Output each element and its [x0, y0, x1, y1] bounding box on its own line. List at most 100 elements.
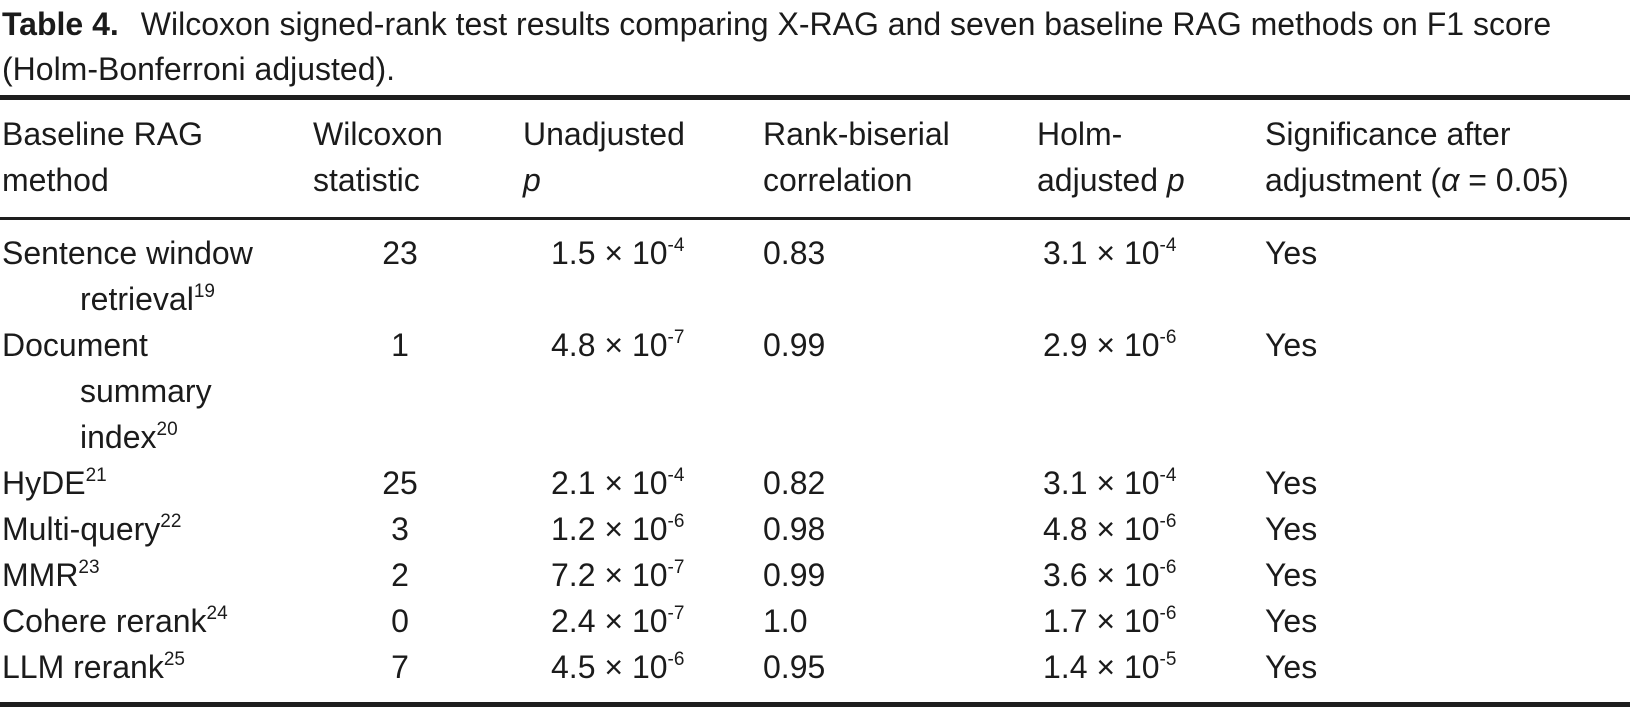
method-name: Sentence window	[2, 235, 253, 271]
header-line: Significance after	[1265, 116, 1511, 152]
exponent-superscript: -6	[1159, 557, 1177, 578]
correlation-cell: 0.83	[763, 235, 826, 271]
p-value: 2.9 × 10	[1043, 327, 1160, 363]
header-line: Rank-biserial	[763, 116, 950, 152]
correlation-cell: 0.99	[763, 327, 826, 363]
caption-text: Wilcoxon signed-rank test results compar…	[140, 6, 1552, 42]
header-line: statistic	[313, 162, 420, 198]
unadjusted-p-cell: 1.5 × 10-4	[523, 219, 763, 323]
unadjusted-p-cell: 4.5 × 10-6	[523, 644, 763, 705]
holm-p-cell: 2.9 × 10-6	[1037, 322, 1265, 460]
column-header-baseline-method: Baseline RAG method	[0, 97, 313, 220]
table-row: MMR23 2 7.2 × 10-7 0.99 3.6 × 10-6 Yes	[0, 552, 1630, 598]
method-name-line: HyDE21	[2, 460, 313, 506]
header-line: Holm-	[1037, 116, 1123, 152]
method-cell: LLM rerank25	[0, 644, 313, 705]
statistic-cell: 3	[391, 511, 409, 547]
method-name-line: Multi-query22	[2, 506, 313, 552]
p-value: 1.7 × 10	[1043, 603, 1160, 639]
header-p-symbol: p	[1166, 162, 1185, 198]
method-cell: HyDE21	[0, 460, 313, 506]
method-name-continued: retrieval19	[2, 276, 313, 322]
exponent-superscript: -4	[1159, 235, 1177, 256]
exponent-superscript: -6	[1159, 327, 1177, 348]
exponent-superscript: -6	[1159, 511, 1177, 532]
holm-p-cell: 3.6 × 10-6	[1037, 552, 1265, 598]
table-row: HyDE21 25 2.1 × 10-4 0.82 3.1 × 10-4 Yes	[0, 460, 1630, 506]
correlation-cell: 0.98	[763, 511, 826, 547]
exponent-superscript: -4	[667, 235, 685, 256]
header-line: method	[2, 162, 109, 198]
significance-cell: Yes	[1265, 327, 1318, 363]
statistic-cell: 23	[382, 235, 418, 271]
statistic-cell: 25	[382, 465, 418, 501]
exponent-superscript: -5	[1159, 649, 1177, 670]
header-alpha-symbol: α	[1441, 162, 1460, 198]
header-line: correlation	[763, 162, 913, 198]
method-name-line: MMR23	[2, 552, 313, 598]
holm-p-cell: 3.1 × 10-4	[1037, 460, 1265, 506]
significance-cell: Yes	[1265, 465, 1318, 501]
p-value: 1.5 × 10	[551, 235, 668, 271]
header-line: adjustment (α = 0.05)	[1265, 157, 1630, 203]
header-text: = 0.05)	[1459, 162, 1569, 198]
method-name: retrieval	[80, 281, 194, 317]
caption-line-2: (Holm-Bonferroni adjusted).	[2, 51, 396, 87]
unadjusted-p-cell: 1.2 × 10-6	[523, 506, 763, 552]
significance-cell: Yes	[1265, 649, 1318, 685]
statistic-cell: 0	[391, 603, 409, 639]
table-row: Sentence window retrieval19 23 1.5 × 10-…	[0, 219, 1630, 323]
method-name: index	[80, 419, 157, 455]
table-header: Baseline RAG method Wilcoxon statistic U…	[0, 97, 1630, 220]
exponent-superscript: -7	[667, 327, 685, 348]
header-p-symbol: p	[523, 162, 541, 198]
holm-p-cell: 4.8 × 10-6	[1037, 506, 1265, 552]
results-table: Baseline RAG method Wilcoxon statistic U…	[0, 95, 1630, 707]
method-name-continued: index20	[2, 414, 313, 460]
holm-p-cell: 3.1 × 10-4	[1037, 219, 1265, 323]
reference-superscript: 21	[85, 465, 107, 486]
method-name-line: Cohere rerank24	[2, 598, 313, 644]
method-name: Document	[2, 327, 148, 363]
method-name: HyDE	[2, 465, 86, 501]
column-header-wilcoxon-statistic: Wilcoxon statistic	[313, 97, 523, 220]
caption-table-number: Table 4.	[2, 6, 119, 42]
header-line: Unadjusted	[523, 116, 685, 152]
reference-superscript: 24	[206, 603, 228, 624]
p-value: 7.2 × 10	[551, 557, 668, 593]
header-line: adjusted p	[1037, 157, 1265, 203]
table-row: LLM rerank25 7 4.5 × 10-6 0.95 1.4 × 10-…	[0, 644, 1630, 705]
significance-cell: Yes	[1265, 557, 1318, 593]
statistic-cell: 1	[391, 327, 409, 363]
table-caption: Table 4. Wilcoxon signed-rank test result…	[0, 0, 1630, 92]
header-row: Baseline RAG method Wilcoxon statistic U…	[0, 97, 1630, 220]
header-line: Baseline RAG	[2, 116, 203, 152]
header-text: adjustment (	[1265, 162, 1442, 198]
p-value: 4.8 × 10	[1043, 511, 1160, 547]
exponent-superscript: -7	[667, 557, 685, 578]
exponent-superscript: -4	[667, 465, 685, 486]
significance-cell: Yes	[1265, 511, 1318, 547]
method-name: Multi-query	[2, 511, 161, 547]
correlation-cell: 0.99	[763, 557, 826, 593]
method-name-continued: summary	[80, 373, 212, 409]
p-value: 3.1 × 10	[1043, 465, 1160, 501]
table-row: Cohere rerank24 0 2.4 × 10-7 1.0 1.7 × 1…	[0, 598, 1630, 644]
holm-p-cell: 1.7 × 10-6	[1037, 598, 1265, 644]
method-cell: Multi-query22	[0, 506, 313, 552]
table-row: Document summary index20 1 4.8 × 10-7 0.…	[0, 322, 1630, 460]
reference-superscript: 23	[78, 557, 100, 578]
correlation-cell: 0.95	[763, 649, 826, 685]
header-text: adjusted	[1037, 162, 1167, 198]
column-header-holm-adjusted-p: Holm- adjusted p	[1037, 97, 1265, 220]
unadjusted-p-cell: 2.4 × 10-7	[523, 598, 763, 644]
p-value: 3.6 × 10	[1043, 557, 1160, 593]
unadjusted-p-cell: 7.2 × 10-7	[523, 552, 763, 598]
method-cell: Cohere rerank24	[0, 598, 313, 644]
column-header-unadjusted-p: Unadjusted p	[523, 97, 763, 220]
holm-p-cell: 1.4 × 10-5	[1037, 644, 1265, 705]
method-name: MMR	[2, 557, 79, 593]
method-name-line: LLM rerank25	[2, 644, 313, 690]
p-value: 2.4 × 10	[551, 603, 668, 639]
method-name: Cohere rerank	[2, 603, 207, 639]
